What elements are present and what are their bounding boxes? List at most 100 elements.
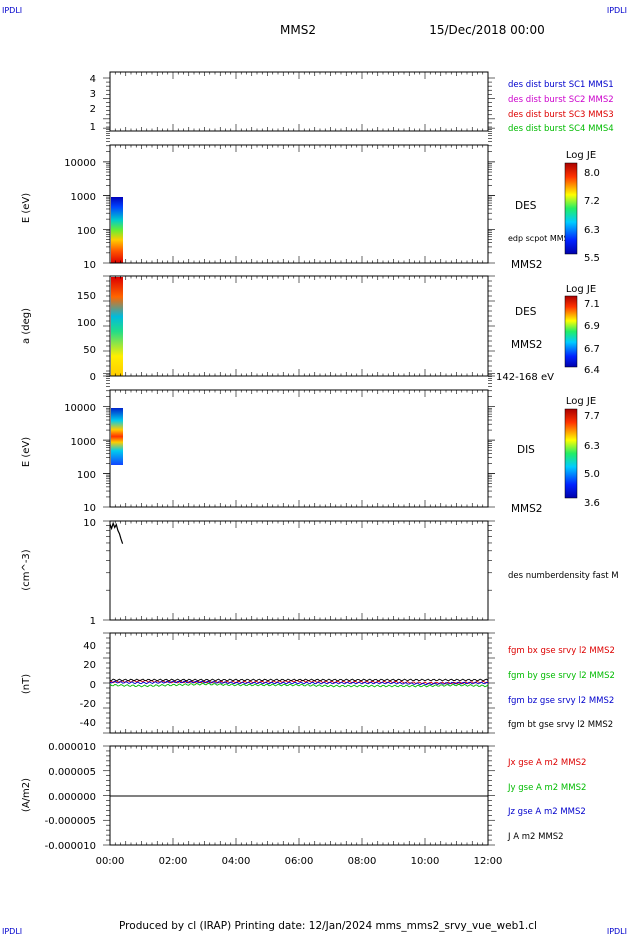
y-tick-label: 10000 xyxy=(64,403,96,414)
y-tick-label: 1 xyxy=(90,122,96,133)
y-tick-label: 0.000000 xyxy=(48,792,96,803)
y-axis-label: E (eV) xyxy=(21,193,32,223)
panel-magnetic-field: 40 20 0 -20 -40 (nT) fgm bx gse srvy l2 … xyxy=(21,632,615,734)
legend-bt: fgm bt gse srvy l2 MMS2 xyxy=(508,720,613,730)
spectrogram-des-pitch xyxy=(111,277,123,376)
panel-frame xyxy=(109,389,489,508)
legend-jy: Jy gse A m2 MMS2 xyxy=(507,783,586,793)
corner-label-top-right: IPDLI xyxy=(607,6,627,15)
y-axis-label: (A/m2) xyxy=(21,778,32,812)
corner-label-bottom-right: IPDLI xyxy=(607,927,627,934)
y-tick-label: 10 xyxy=(83,518,96,529)
legend-jz: Jz gse A m2 MMS2 xyxy=(507,807,586,817)
y-tick-labels: 4 3 2 1 xyxy=(90,74,96,133)
y-tick-label: 50 xyxy=(83,345,96,356)
time-tick-label: 12:00 xyxy=(474,856,503,867)
panel-current-density: 0.000010 0.000005 0.000000 -0.000005 -0.… xyxy=(21,742,586,867)
legend-mms3: des dist burst SC3 MMS3 xyxy=(508,110,614,120)
colorbar-tick: 6.3 xyxy=(584,441,600,452)
y-tick-label: 100 xyxy=(77,470,96,481)
legend-mms1: des dist burst SC1 MMS1 xyxy=(508,80,614,90)
panel-frame xyxy=(109,71,489,132)
panel-frame xyxy=(109,144,489,264)
y-tick-label: 4 xyxy=(90,74,96,85)
y-tick-label: -0.000010 xyxy=(45,841,96,852)
y-tick-label: -20 xyxy=(80,699,96,710)
colorbar-tick: 6.9 xyxy=(584,321,600,332)
colorbar-tick: 7.1 xyxy=(584,299,600,310)
y-tick-label: 40 xyxy=(83,641,96,652)
y-tick-label: -0.000005 xyxy=(45,816,96,827)
time-tick-label: 06:00 xyxy=(285,856,314,867)
magnetic-field-series xyxy=(109,678,489,688)
colorbar-tick: 6.4 xyxy=(584,365,600,376)
tick-marks xyxy=(103,72,495,846)
spectrogram-des-energy xyxy=(111,197,123,263)
colorbar-tick: 7.7 xyxy=(584,411,600,422)
y-tick-label: 0.000005 xyxy=(48,767,96,778)
by-line xyxy=(109,682,489,688)
legend-bz: fgm bz gse srvy l2 MMS2 xyxy=(508,696,614,706)
colorbar-title: Log JE xyxy=(566,396,596,407)
y-tick-label: 1000 xyxy=(71,437,96,448)
density-line xyxy=(109,521,124,544)
y-axis-label: E (eV) xyxy=(21,437,32,467)
spacecraft-label: MMS2 xyxy=(511,259,542,271)
colorbar-tick: 6.3 xyxy=(584,225,600,236)
colorbar xyxy=(564,162,578,255)
corner-label-top-left: IPDLI xyxy=(2,6,22,15)
y-tick-label: 10000 xyxy=(64,158,96,169)
colorbar-tick: 5.0 xyxy=(584,469,600,480)
panel-des-pitch: 150 100 50 0 a (deg) DES MMS2 142-168 eV… xyxy=(21,275,600,383)
time-tick-label: 00:00 xyxy=(96,856,125,867)
y-tick-label: 3 xyxy=(90,89,96,100)
y-tick-label: 1 xyxy=(90,616,96,627)
bz-line xyxy=(109,680,489,686)
spacecraft-label: MMS2 xyxy=(511,503,542,515)
colorbar-title: Log JE xyxy=(566,284,596,295)
instrument-label: DIS xyxy=(517,444,535,456)
colorbar xyxy=(564,408,578,499)
corner-label-bottom-left: IPDLI xyxy=(2,927,22,934)
colorbar xyxy=(564,295,578,368)
scpot-label: edp scpot MMS2 xyxy=(508,234,574,243)
panel-des-energy: 10000 1000 100 10 E (eV) DES edp scpot M… xyxy=(21,144,600,271)
density-series xyxy=(109,521,124,544)
colorbar-tick: 6.7 xyxy=(584,344,600,355)
y-tick-label: 150 xyxy=(77,291,96,302)
instrument-label: DES xyxy=(515,200,537,212)
time-tick-label: 10:00 xyxy=(411,856,440,867)
bt-line xyxy=(109,678,489,682)
panel-frame xyxy=(109,520,489,621)
y-tick-label: 10 xyxy=(83,503,96,514)
instrument-label: DES xyxy=(515,306,537,318)
y-tick-label: 1000 xyxy=(71,192,96,203)
panel-frame xyxy=(109,275,489,377)
legend-by: fgm by gse srvy l2 MMS2 xyxy=(508,671,615,681)
legend-bx: fgm bx gse srvy l2 MMS2 xyxy=(508,646,615,656)
density-legend: des numberdensity fast M xyxy=(508,571,619,581)
legend-jx: Jx gse A m2 MMS2 xyxy=(507,758,586,768)
y-axis-label: (cm^-3) xyxy=(21,549,32,590)
time-tick-label: 08:00 xyxy=(348,856,377,867)
footer-credits: Produced by cl (IRAP) Printing date: 12/… xyxy=(119,920,537,932)
energy-range-label: 142-168 eV xyxy=(496,372,554,383)
time-tick-label: 02:00 xyxy=(159,856,188,867)
time-tick-label: 04:00 xyxy=(222,856,251,867)
colorbar-tick: 3.6 xyxy=(584,498,600,509)
legend-mms2: des dist burst SC2 MMS2 xyxy=(508,95,614,105)
y-tick-label: -40 xyxy=(80,718,96,729)
spectrogram-dis-energy xyxy=(111,408,123,465)
panel-density: 10 1 (cm^-3) des numberdensity fast M xyxy=(21,518,619,627)
y-tick-label: 100 xyxy=(77,318,96,329)
y-tick-label: 100 xyxy=(77,226,96,237)
legend-mms4: des dist burst SC4 MMS4 xyxy=(508,124,614,134)
panel-dis-energy: 10000 1000 100 10 E (eV) DIS MMS2 Log JE… xyxy=(21,389,600,515)
panel-spacecraft-flags: 4 3 2 1 des dist burst SC1 MMS1 des dist… xyxy=(90,71,614,134)
colorbar-tick: 7.2 xyxy=(584,196,600,207)
legend-j: J A m2 MMS2 xyxy=(507,832,564,842)
datetime-title: 15/Dec/2018 00:00 xyxy=(429,23,545,37)
colorbar-tick: 8.0 xyxy=(584,168,600,179)
colorbar-title: Log JE xyxy=(566,150,596,161)
